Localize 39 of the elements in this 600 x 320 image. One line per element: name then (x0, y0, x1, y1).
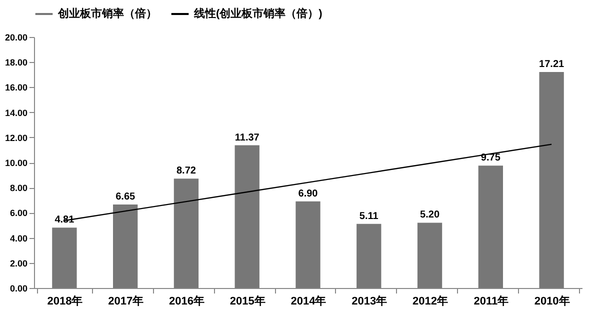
x-tick-label: 2012年 (412, 294, 448, 308)
x-tick-label: 2015年 (230, 294, 266, 308)
y-tick-label: 8.00 (10, 183, 28, 194)
y-tick-label: 14.00 (4, 108, 28, 118)
data-label: 6.65 (116, 192, 136, 203)
y-tick-label: 20.00 (4, 32, 28, 42)
bar (478, 166, 503, 288)
data-label: 5.20 (420, 210, 440, 221)
y-tick-label: 0.00 (10, 284, 28, 294)
legend-label: 创业板市销率（倍） (57, 7, 157, 20)
legend-label: 线性(创业板市销率（倍）) (193, 7, 323, 20)
data-label: 8.72 (176, 166, 196, 177)
x-tick-label: 2010年 (534, 294, 570, 308)
y-tick-label: 16.00 (4, 82, 28, 93)
y-tick-label: 4.00 (10, 233, 28, 244)
bar (296, 201, 320, 288)
y-tick-label: 6.00 (10, 208, 28, 218)
bar (234, 145, 260, 288)
x-tick-label: 2018年 (47, 294, 83, 308)
bar (356, 224, 382, 288)
y-tick-label: 10.00 (4, 158, 28, 168)
bar (52, 228, 77, 288)
data-label: 11.37 (234, 132, 260, 144)
data-label: 5.11 (359, 210, 379, 222)
x-tick-label: 2016年 (168, 294, 204, 308)
y-tick-label: 2.00 (10, 258, 28, 268)
data-label: 17.21 (539, 59, 565, 70)
data-label: 4.81 (54, 214, 75, 226)
x-tick-label: 2013年 (352, 294, 388, 308)
y-tick-label: 18.00 (4, 58, 28, 68)
x-tick-label: 2014年 (290, 294, 326, 308)
bar (174, 178, 199, 288)
x-tick-label: 2011年 (474, 294, 509, 308)
data-label: 6.90 (298, 188, 318, 200)
bar (539, 72, 564, 288)
x-tick-label: 2017年 (108, 294, 144, 308)
bar (113, 204, 138, 288)
y-tick-label: 12.00 (4, 132, 28, 143)
bar (417, 222, 442, 288)
